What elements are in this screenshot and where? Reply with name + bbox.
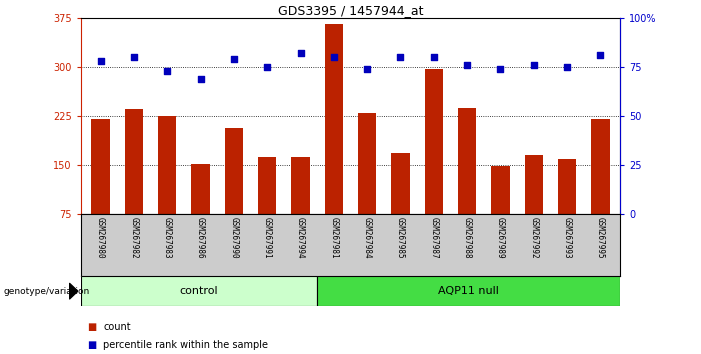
Bar bbox=[591, 119, 610, 214]
Bar bbox=[191, 164, 210, 214]
Text: GSM267989: GSM267989 bbox=[496, 217, 505, 259]
Bar bbox=[558, 159, 576, 214]
Point bbox=[495, 66, 506, 72]
Text: AQP11 null: AQP11 null bbox=[438, 286, 499, 296]
Text: GSM267992: GSM267992 bbox=[529, 217, 538, 259]
Text: GSM267993: GSM267993 bbox=[563, 217, 571, 259]
Point bbox=[95, 58, 107, 64]
Point bbox=[428, 54, 440, 60]
Point bbox=[128, 54, 139, 60]
Text: GSM267981: GSM267981 bbox=[329, 217, 339, 259]
Text: GSM267980: GSM267980 bbox=[96, 217, 105, 259]
Text: GSM267988: GSM267988 bbox=[463, 217, 472, 259]
Text: GSM267982: GSM267982 bbox=[130, 217, 138, 259]
Bar bbox=[158, 116, 177, 214]
Point bbox=[362, 66, 373, 72]
Point bbox=[395, 54, 406, 60]
Point bbox=[162, 68, 173, 74]
Point bbox=[562, 64, 573, 70]
Text: GSM267984: GSM267984 bbox=[362, 217, 372, 259]
Bar bbox=[491, 166, 510, 214]
Text: GSM267985: GSM267985 bbox=[396, 217, 405, 259]
Text: ■: ■ bbox=[88, 322, 97, 332]
Bar bbox=[425, 69, 443, 214]
Bar bbox=[458, 108, 476, 214]
Text: GSM267983: GSM267983 bbox=[163, 217, 172, 259]
Bar bbox=[325, 24, 343, 214]
Text: GSM267995: GSM267995 bbox=[596, 217, 605, 259]
Bar bbox=[81, 276, 317, 306]
Bar bbox=[225, 128, 243, 214]
Point bbox=[295, 50, 306, 56]
Point bbox=[195, 76, 206, 81]
Text: genotype/variation: genotype/variation bbox=[4, 287, 90, 296]
Point bbox=[229, 56, 240, 62]
Point bbox=[528, 62, 539, 68]
Text: control: control bbox=[179, 286, 218, 296]
Bar bbox=[292, 156, 310, 214]
Bar bbox=[125, 109, 143, 214]
Text: count: count bbox=[103, 322, 130, 332]
Text: percentile rank within the sample: percentile rank within the sample bbox=[103, 340, 268, 350]
Text: GSM267986: GSM267986 bbox=[196, 217, 205, 259]
Text: ■: ■ bbox=[88, 340, 97, 350]
Polygon shape bbox=[69, 283, 78, 299]
Text: GSM267991: GSM267991 bbox=[263, 217, 272, 259]
Point bbox=[328, 54, 339, 60]
Bar bbox=[358, 113, 376, 214]
Text: GSM267990: GSM267990 bbox=[229, 217, 238, 259]
Bar bbox=[91, 119, 110, 214]
Point bbox=[461, 62, 472, 68]
Point bbox=[594, 52, 606, 58]
Bar bbox=[391, 153, 409, 214]
Bar bbox=[317, 276, 620, 306]
Text: GSM267994: GSM267994 bbox=[296, 217, 305, 259]
Text: GSM267987: GSM267987 bbox=[429, 217, 438, 259]
Title: GDS3395 / 1457944_at: GDS3395 / 1457944_at bbox=[278, 4, 423, 17]
Point bbox=[261, 64, 273, 70]
Bar bbox=[524, 155, 543, 214]
Bar bbox=[258, 156, 276, 214]
